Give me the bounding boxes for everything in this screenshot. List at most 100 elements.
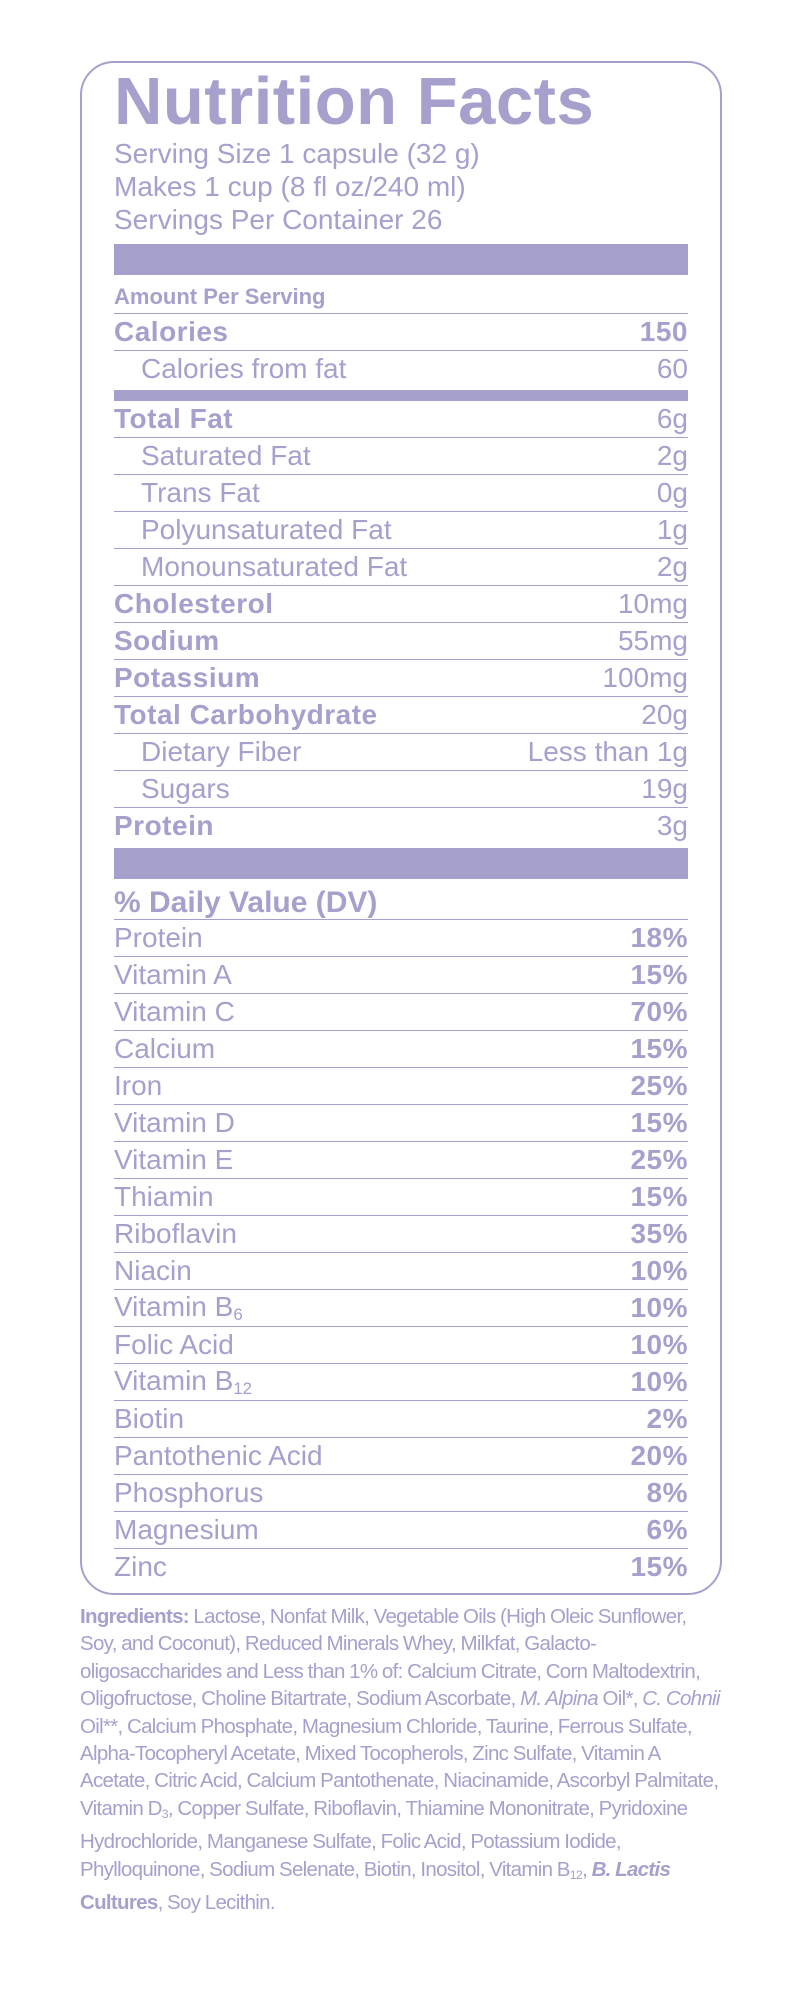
nutrient-amount: Less than 1g	[527, 736, 688, 767]
nutrient-row: Monounsaturated Fat 2g	[114, 549, 688, 586]
nutrient-row: Potassium 100mg	[114, 660, 688, 697]
ingredient-text: C. Cohnii	[642, 1687, 720, 1711]
dv-name: Zinc	[114, 1551, 167, 1583]
dv-list: Protein 18% Vitamin A 15% Vitamin C 70% Calciu…	[114, 920, 688, 1585]
dv-name: Iron	[114, 1070, 162, 1102]
dv-name-text: Calcium	[114, 1033, 216, 1064]
dv-name: Vitamin E	[114, 1144, 233, 1176]
dv-name-text: Pantothenic Acid	[114, 1440, 323, 1471]
dv-name-text: Thiamin	[114, 1181, 214, 1212]
dv-name-text: Folic Acid	[114, 1329, 234, 1360]
calories-label: Calories	[114, 316, 229, 347]
ingredient-subscript: 12	[569, 1867, 583, 1882]
dv-row: Folic Acid 10%	[114, 1327, 688, 1364]
divider-bar	[114, 244, 688, 275]
ingredient-text: Lactose, Nonfat Milk, Vegetable Oils (Hi…	[80, 1605, 701, 1711]
dv-name: Niacin	[114, 1255, 192, 1287]
nutrient-amount: 1g	[656, 514, 688, 545]
nutrient-row: Cholesterol 10mg	[114, 586, 688, 623]
nutrient-amount: 6g	[656, 403, 688, 434]
nutrient-row: Saturated Fat 2g	[114, 438, 688, 475]
nutrient-row: Polyunsaturated Fat 1g	[114, 512, 688, 549]
nutrient-list: Total Fat 6g Saturated Fat 2g Trans Fat 0g Pol…	[114, 401, 688, 844]
dv-name-text: Vitamin B	[114, 1364, 234, 1396]
dv-name: Folic Acid	[114, 1329, 234, 1361]
dv-row: Vitamin C 70%	[114, 994, 688, 1031]
nutrient-amount: 3g	[656, 810, 688, 841]
dv-name-text: Iron	[114, 1070, 163, 1101]
dv-row: Iron 25%	[114, 1068, 688, 1105]
dv-row: Biotin 2%	[114, 1401, 688, 1438]
nutrient-name: Saturated Fat	[141, 440, 311, 471]
title: Nutrition Facts	[114, 64, 595, 139]
dv-value: 10%	[630, 1329, 688, 1360]
dv-name-text: Vitamin A	[114, 959, 232, 990]
divider-bar	[114, 390, 688, 401]
dv-name: Thiamin	[114, 1181, 214, 1213]
dv-name: Pantothenic Acid	[114, 1440, 323, 1472]
dv-name-text: Biotin	[114, 1403, 185, 1434]
dv-row: Riboflavin 35%	[114, 1216, 688, 1253]
nutrient-name: Sodium	[114, 625, 220, 656]
dv-name-text: Vitamin D	[114, 1107, 235, 1138]
nutrient-amount: 100mg	[602, 662, 688, 693]
dv-row: Vitamin D 15%	[114, 1105, 688, 1142]
dv-value: 10%	[630, 1292, 688, 1323]
nutrient-amount: 55mg	[617, 625, 688, 656]
nutrient-name: Trans Fat	[141, 477, 260, 508]
dv-row: Vitamin E 25%	[114, 1142, 688, 1179]
dv-value: 70%	[630, 996, 688, 1027]
nutrient-name: Potassium	[114, 662, 261, 693]
ingredient-subscript: 3	[161, 1806, 169, 1821]
dv-name-subscript: 6	[233, 1305, 243, 1325]
ingredient-text: B. Lactis	[591, 1857, 671, 1881]
nutrient-row: Total Carbohydrate 20g	[114, 697, 688, 734]
dv-name: Magnesium	[114, 1514, 259, 1546]
ingredient-text: ,	[582, 1857, 592, 1881]
ingredient-text: , Copper Sulfate, Riboflavin, Thiamine M…	[80, 1796, 688, 1881]
dv-name: Biotin	[114, 1403, 184, 1435]
dv-name-text: Protein	[114, 922, 203, 953]
dv-row: Phosphorus 8%	[114, 1475, 688, 1512]
nutrient-amount: 2g	[656, 551, 688, 582]
nutrient-row: Sodium 55mg	[114, 623, 688, 660]
dv-row: Thiamin 15%	[114, 1179, 688, 1216]
dv-row: Pantothenic Acid 20%	[114, 1438, 688, 1475]
dv-name: Riboflavin	[114, 1218, 237, 1250]
nutrient-name: Sugars	[141, 773, 230, 804]
dv-name: Vitamin B12	[114, 1365, 252, 1399]
dv-value: 10%	[630, 1366, 688, 1397]
ingredient-text: Oil*,	[598, 1687, 643, 1711]
dv-name: Protein	[114, 922, 203, 954]
dv-name-text: Phosphorus	[114, 1477, 264, 1508]
ingredient-text: , Soy Lecithin.	[157, 1891, 276, 1915]
serving-info: Serving Size 1 capsule (32 g) Makes 1 cup…	[114, 137, 688, 236]
nutrient-name: Protein	[114, 810, 214, 841]
nutrient-name: Total Fat	[114, 403, 234, 434]
nutrient-amount: 10mg	[617, 588, 688, 619]
dv-name-text: Vitamin C	[114, 996, 235, 1027]
dv-name: Phosphorus	[114, 1477, 263, 1509]
dv-row: Vitamin B12 10%	[114, 1364, 688, 1401]
calories-fat-label: Calories from fat	[141, 353, 347, 384]
calories-fat-amount: 60	[656, 353, 688, 384]
ingredient-text: M. Alpina	[520, 1687, 599, 1711]
dv-row: Vitamin B6 10%	[114, 1290, 688, 1327]
dv-value: 6%	[646, 1514, 688, 1545]
dv-name-text: Vitamin B	[114, 1290, 234, 1322]
nutrient-row: Total Fat 6g	[114, 401, 688, 438]
dv-name-text: Riboflavin	[114, 1218, 237, 1249]
ingredient-text: Ingredients:	[80, 1605, 190, 1628]
dv-value: 2%	[646, 1403, 688, 1434]
dv-name: Vitamin D	[114, 1107, 235, 1139]
dv-row: Niacin 10%	[114, 1253, 688, 1290]
nutrient-name: Total Carbohydrate	[114, 699, 378, 730]
dv-value: 15%	[630, 959, 688, 990]
nutrient-amount: 2g	[656, 440, 688, 471]
nutrient-row: Sugars 19g	[114, 771, 688, 808]
dv-name-subscript: 12	[233, 1379, 252, 1399]
serving-line: Makes 1 cup (8 fl oz/240 ml)	[114, 171, 466, 202]
ingredient-text: Oil**, Calcium Phosphate, Magnesium Chlo…	[80, 1714, 719, 1820]
dv-value: 10%	[630, 1255, 688, 1286]
